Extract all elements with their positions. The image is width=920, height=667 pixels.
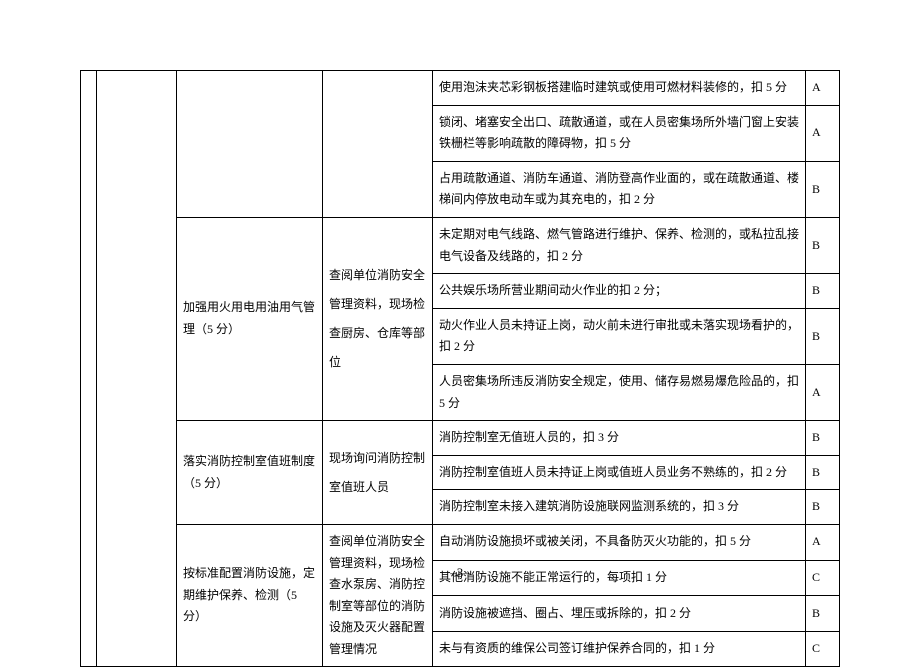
criteria-cell: 自动消防设施损坏或被关闭，不具备防灭火功能的，扣 5 分 xyxy=(433,524,806,560)
blank-c2-top xyxy=(177,71,323,218)
method-cell: 查阅单位消防安全管理资料，现场检查厨房、仓库等部位 xyxy=(323,217,433,420)
method-cell: 查阅单位消防安全管理资料，现场检查水泵房、消防控制室等部位的消防设施及灭火器配置… xyxy=(323,524,433,667)
grade-cell: B xyxy=(806,596,840,632)
criteria-cell: 消防控制室值班人员未持证上岗或值班人员业务不熟练的，扣 2 分 xyxy=(433,455,806,490)
blank-c3-top xyxy=(323,71,433,218)
criteria-cell: 公共娱乐场所营业期间动火作业的扣 2 分； xyxy=(433,274,806,309)
criteria-cell: 锁闭、堵塞安全出口、疏散通道，或在人员密集场所外墙门窗上安装铁栅栏等影响疏散的障… xyxy=(433,105,806,161)
table-row: 落实消防控制室值班制度（5 分） 现场询问消防控制室值班人员 消防控制室无值班人… xyxy=(81,421,840,456)
grade-cell: B xyxy=(806,421,840,456)
item-name-cell: 按标准配置消防设施，定期维护保养、检测（5 分） xyxy=(177,524,323,667)
criteria-cell: 消防控制室未接入建筑消防设施联网监测系统的，扣 3 分 xyxy=(433,490,806,525)
item-name-cell: 加强用火用电用油用气管理（5 分） xyxy=(177,217,323,420)
criteria-cell: 占用疏散通道、消防车通道、消防登高作业面的，或在疏散通道、楼梯间内停放电动车或为… xyxy=(433,161,806,217)
grade-cell: A xyxy=(806,71,840,106)
page-number: –3– xyxy=(0,565,920,581)
method-cell: 现场询问消防控制室值班人员 xyxy=(323,421,433,525)
grade-cell: B xyxy=(806,274,840,309)
criteria-cell: 消防设施被遮挡、圈占、埋压或拆除的，扣 2 分 xyxy=(433,596,806,632)
grade-cell: A xyxy=(806,364,840,420)
criteria-cell: 人员密集场所违反消防安全规定，使用、储存易燃易爆危险品的，扣 5 分 xyxy=(433,364,806,420)
grade-cell: A xyxy=(806,105,840,161)
item-name-cell: 落实消防控制室值班制度（5 分） xyxy=(177,421,323,525)
table-row: 加强用火用电用油用气管理（5 分） 查阅单位消防安全管理资料，现场检查厨房、仓库… xyxy=(81,217,840,273)
grade-cell: B xyxy=(806,455,840,490)
grade-cell: C xyxy=(806,631,840,667)
grade-cell: A xyxy=(806,524,840,560)
table-row: 使用泡沫夹芯彩钢板搭建临时建筑或使用可燃材料装修的，扣 5 分 A xyxy=(81,71,840,106)
criteria-cell: 使用泡沫夹芯彩钢板搭建临时建筑或使用可燃材料装修的，扣 5 分 xyxy=(433,71,806,106)
grade-cell: B xyxy=(806,490,840,525)
criteria-cell: 未定期对电气线路、燃气管路进行维护、保养、检测的，或私拉乱接电气设备及线路的，扣… xyxy=(433,217,806,273)
criteria-cell: 消防控制室无值班人员的，扣 3 分 xyxy=(433,421,806,456)
grade-cell: B xyxy=(806,308,840,364)
criteria-cell: 动火作业人员未持证上岗，动火前未进行审批或未落实现场看护的，扣 2 分 xyxy=(433,308,806,364)
criteria-cell: 未与有资质的维保公司签订维护保养合同的，扣 1 分 xyxy=(433,631,806,667)
grade-cell: B xyxy=(806,161,840,217)
grade-cell: B xyxy=(806,217,840,273)
table-row: 按标准配置消防设施，定期维护保养、检测（5 分） 查阅单位消防安全管理资料，现场… xyxy=(81,524,840,560)
